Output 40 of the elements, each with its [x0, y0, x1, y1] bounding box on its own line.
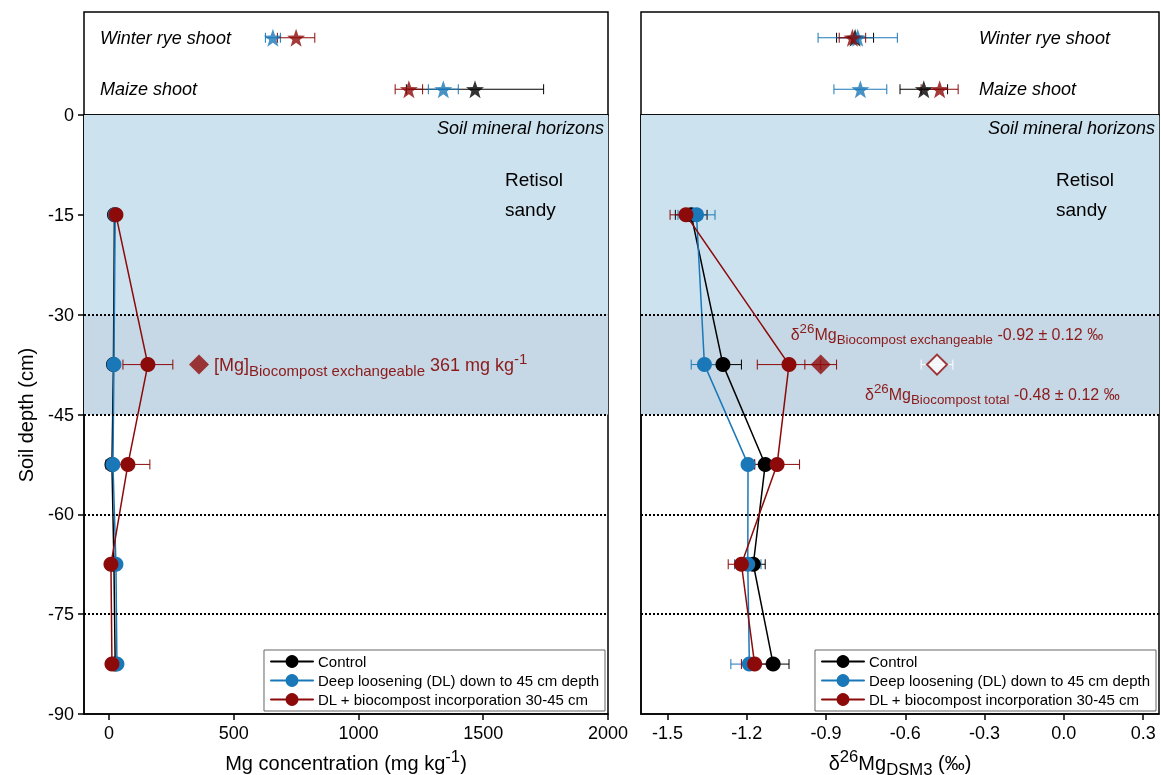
annotation: δ$^{26}$Mg$_{Biocompost exchangeable}$ -0.92 ± 0.12 ‰: [790, 320, 1104, 348]
y-tick-label: -75: [47, 604, 74, 625]
y-tick-label: -90: [47, 704, 74, 724]
x-tick-label: -1.5: [651, 723, 683, 743]
x-tick-label: 500: [218, 723, 249, 743]
annotation: Retisol: [1056, 168, 1115, 191]
x-tick-label: 1000: [338, 723, 379, 743]
y-tick-label: Winter rye shoot: [979, 27, 1111, 48]
y-tick-label: -60: [47, 504, 74, 525]
y-tick-label: 0: [63, 105, 74, 125]
legend-label: Control: [869, 653, 918, 670]
annotation: [Mg]$_{Biocompost exchangeable}$ 361 mg kg$^{-1}$: [214, 349, 528, 379]
x-tick-label: -0.6: [889, 723, 921, 743]
y-tick-label: Winter rye shoot: [100, 27, 232, 48]
annotation: sandy: [1056, 198, 1107, 221]
legend-label: Control: [318, 653, 367, 670]
x-tick-label: 0.0: [1051, 723, 1077, 743]
y-tick-label: -30: [47, 304, 74, 325]
x-axis-title: Mg concentration (mg kg$^{-1}$): [225, 747, 467, 774]
x-tick-label: 1500: [463, 723, 504, 743]
annotation: sandy: [505, 198, 556, 221]
y-tick-label: Maize shoot: [100, 79, 199, 100]
x-tick-label: 0.3: [1130, 723, 1156, 743]
x-tick-label: -0.3: [969, 723, 1001, 743]
annotation: Retisol: [505, 168, 564, 191]
legend-label: Deep loosening (DL) down to 45 cm depth: [869, 672, 1151, 689]
x-tick-label: -1.2: [731, 723, 763, 743]
y-tick-label: -15: [47, 204, 74, 225]
annotation: δ$^{26}$Mg$_{Biocompost total}$ -0.48 ± 0.12 ‰: [865, 380, 1120, 408]
legend-label: DL + biocompost incorporation 30-45 cm: [318, 691, 588, 708]
y-tick-label: Maize shoot: [979, 79, 1078, 100]
x-tick-label: 2000: [587, 723, 629, 743]
legend-label: DL + biocompost incorporation 30-45 cm: [869, 691, 1139, 708]
band-label: Soil mineral horizons: [436, 118, 604, 138]
y-tick-label: -45: [47, 404, 74, 425]
x-axis-title: δ$^{26}$Mg$_{DSM3}$ (‰): [828, 747, 972, 775]
x-tick-label: -0.9: [810, 723, 842, 743]
band-label: Soil mineral horizons: [987, 118, 1155, 138]
legend-label: Deep loosening (DL) down to 45 cm depth: [318, 672, 600, 689]
y-axis-title: Soil depth (cm): [15, 347, 37, 482]
